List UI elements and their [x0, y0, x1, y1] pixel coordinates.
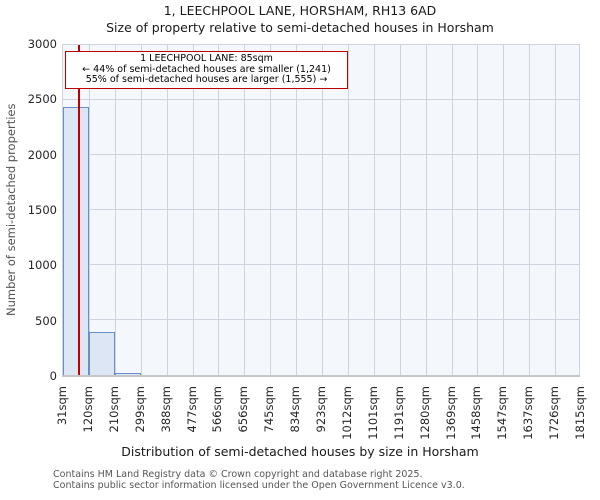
x-tick-1012sqm: 1012sqm — [339, 386, 354, 440]
annotation-smaller-line: ← 44% of semi-detached houses are smalle… — [82, 63, 331, 75]
chart-title: 1, LEECHPOOL LANE, HORSHAM, RH13 6AD — [163, 3, 437, 18]
v-gridline-3 — [140, 45, 142, 375]
v-gridline-17 — [503, 45, 505, 375]
annotation-larger-line: 55% of semi-detached houses are larger (… — [85, 74, 328, 86]
h-gridline-2000 — [63, 154, 579, 155]
v-gridline-1 — [88, 45, 90, 375]
y-tick-2500: 2500 — [27, 92, 57, 107]
v-gridline-7 — [244, 45, 246, 375]
x-tick-477sqm: 477sqm — [184, 386, 199, 433]
v-gridline-5 — [192, 45, 194, 375]
v-gridline-2 — [114, 45, 116, 375]
h-gridline-1000 — [63, 264, 579, 265]
v-gridline-13 — [399, 45, 401, 375]
x-tick-1815sqm: 1815sqm — [573, 386, 587, 440]
attribution-footer: Contains HM Land Registry data © Crown c… — [53, 469, 465, 491]
v-gridline-10 — [322, 45, 323, 375]
x-tick-1726sqm: 1726sqm — [547, 386, 562, 440]
x-tick-388sqm: 388sqm — [158, 386, 173, 433]
x-tick-656sqm: 656sqm — [236, 386, 251, 433]
x-tick-1637sqm: 1637sqm — [521, 386, 536, 440]
y-axis-tick-labels: 0 500 1000 1500 2000 2500 3000 — [0, 37, 57, 383]
x-tick-566sqm: 566sqm — [210, 386, 225, 433]
x-tick-923sqm: 923sqm — [314, 386, 328, 433]
y-tick-0: 0 — [49, 369, 57, 383]
v-gridline-4 — [166, 45, 168, 375]
y-tick-1500: 1500 — [27, 203, 57, 217]
x-tick-834sqm: 834sqm — [288, 386, 303, 433]
x-axis-line — [62, 375, 580, 377]
v-gridline-18 — [529, 45, 531, 375]
bar-120sqm — [88, 332, 115, 375]
x-axis-title: Distribution of semi-detached houses by … — [121, 444, 479, 459]
y-tick-500: 500 — [35, 313, 57, 328]
x-tick-1101sqm: 1101sqm — [365, 386, 380, 440]
grid-lines — [63, 44, 579, 375]
chart-subtitle: Size of property relative to semi-detach… — [106, 20, 494, 35]
annotation-box: 1 LEECHPOOL LANE: 85sqm ← 44% of semi-de… — [65, 51, 348, 89]
h-gridline-500 — [63, 319, 579, 320]
v-gridline-15 — [451, 45, 453, 375]
x-axis-tick-labels: 31sqm 120sqm 210sqm 299sqm 388sqm 477sqm 566sq… — [55, 386, 587, 450]
v-gridline-11 — [347, 45, 349, 375]
x-tick-299sqm: 299sqm — [132, 386, 147, 433]
x-tick-745sqm: 745sqm — [262, 386, 277, 433]
h-gridline-2500 — [63, 99, 579, 100]
x-tick-1458sqm: 1458sqm — [469, 386, 484, 440]
bar-31sqm — [63, 106, 89, 375]
y-tick-3000: 3000 — [27, 37, 57, 51]
plot-area: 1 LEECHPOOL LANE: 85sqm ← 44% of semi-de… — [62, 44, 580, 376]
v-gridline-6 — [218, 45, 220, 375]
x-tick-1280sqm: 1280sqm — [417, 386, 432, 440]
bar-210sqm — [114, 372, 141, 375]
x-tick-31sqm: 31sqm — [55, 386, 69, 426]
v-gridline-9 — [296, 45, 298, 375]
footer-line-1: Contains HM Land Registry data © Crown c… — [53, 469, 423, 480]
x-tick-120sqm: 120sqm — [80, 386, 95, 433]
v-gridline-14 — [425, 45, 427, 375]
footer-line-2: Contains public sector information licen… — [53, 480, 465, 491]
h-gridline-3000 — [63, 44, 579, 45]
x-tick-1369sqm: 1369sqm — [443, 386, 458, 440]
v-gridline-12 — [373, 45, 375, 375]
histogram-bars — [63, 45, 579, 375]
y-tick-2000: 2000 — [27, 147, 57, 162]
y-tick-1000: 1000 — [27, 258, 57, 273]
property-size-marker-line — [77, 45, 80, 375]
x-tick-1191sqm: 1191sqm — [391, 386, 406, 440]
annotation-property-line: 1 LEECHPOOL LANE: 85sqm — [140, 53, 273, 64]
v-gridline-8 — [270, 45, 272, 375]
x-tick-210sqm: 210sqm — [106, 386, 121, 433]
v-gridline-16 — [477, 45, 479, 375]
x-tick-1547sqm: 1547sqm — [495, 386, 510, 440]
v-gridline-19 — [555, 45, 557, 375]
h-gridline-1500 — [63, 209, 579, 210]
